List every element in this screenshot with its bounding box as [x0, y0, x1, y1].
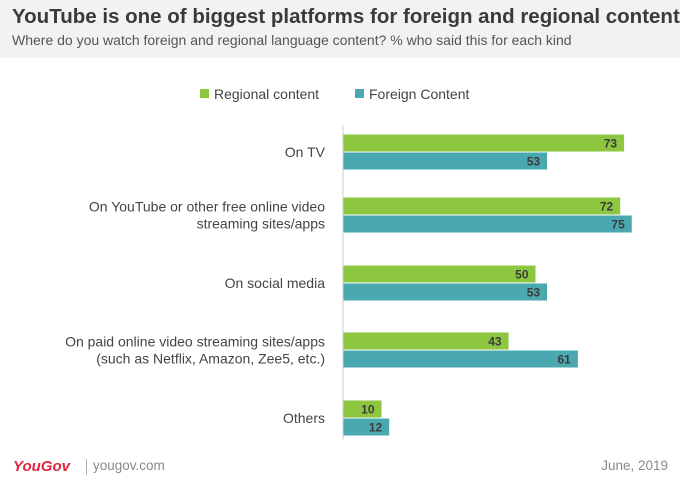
legend-swatch-2 [355, 89, 364, 98]
category-label-1: On TV [285, 144, 326, 160]
bar-value-regional-5: 10 [361, 403, 375, 417]
legend-swatch-1 [200, 89, 209, 98]
legend-label-2: Foreign Content [369, 86, 470, 102]
bar-foreign-3 [343, 283, 548, 301]
category-label-3: On social media [225, 275, 326, 291]
category-label-5: Others [283, 410, 325, 426]
bar-value-foreign-1: 53 [527, 155, 541, 169]
footer-date: June, 2019 [601, 458, 668, 473]
legend: Regional content Foreign Content [200, 86, 470, 102]
bar-regional-4 [343, 332, 509, 350]
bar-regional-3 [343, 265, 536, 283]
bar-foreign-1 [343, 152, 548, 170]
category-labels: On TV On YouTube or other free online vid… [65, 144, 326, 426]
bar-foreign-5 [343, 418, 390, 436]
category-label-4: On paid online video streaming sites/app… [65, 334, 325, 367]
bar-foreign-4 [343, 350, 578, 368]
bar-value-foreign-5: 12 [369, 421, 383, 435]
legend-label-1: Regional content [214, 86, 319, 102]
chart-subtitle: Where do you watch foreign and regional … [12, 32, 572, 48]
bar-value-regional-3: 50 [515, 268, 529, 282]
footer-site: yougov.com [93, 458, 165, 473]
yougov-logo: YouGov [13, 458, 70, 475]
chart-header: YouTube is one of biggest platforms for … [0, 0, 680, 58]
bar-value-foreign-3: 53 [527, 286, 541, 300]
category-label-2: On YouTube or other free online video str… [89, 199, 325, 232]
bar-value-foreign-2: 75 [611, 218, 625, 232]
chart-title: YouTube is one of biggest platforms for … [12, 5, 680, 28]
bar-regional-5 [343, 400, 382, 418]
bar-regional-1 [343, 134, 625, 152]
bar-foreign-2 [343, 215, 632, 233]
bar-value-regional-4: 43 [488, 335, 502, 349]
footer-divider [86, 459, 87, 475]
bar-regional-2 [343, 197, 621, 215]
bar-value-regional-1: 73 [604, 137, 618, 151]
bar-value-regional-2: 72 [600, 200, 614, 214]
bars: 73 53 72 75 50 53 43 61 10 12 [343, 134, 632, 436]
bar-value-foreign-4: 61 [557, 353, 571, 367]
